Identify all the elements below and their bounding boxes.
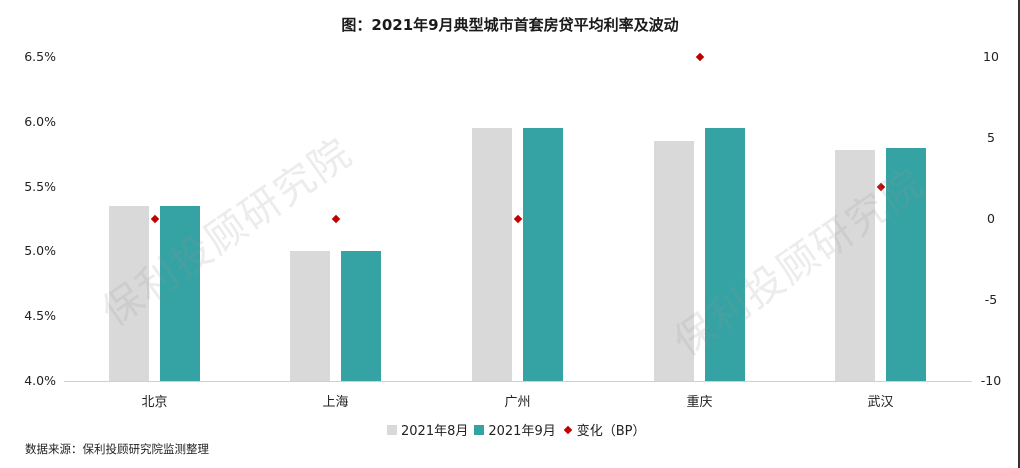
legend-item-change: 变化（BP） xyxy=(562,420,646,439)
legend-item-aug: 2021年8月 xyxy=(387,420,468,439)
y-axis-left-tick: 4.0% xyxy=(24,373,56,388)
bar-aug xyxy=(290,251,330,381)
legend: 2021年8月 2021年9月 变化（BP） xyxy=(387,420,651,439)
x-axis-category-label: 广州 xyxy=(504,395,531,410)
bar-sep xyxy=(523,128,563,381)
legend-label-change: 变化（BP） xyxy=(576,424,646,439)
y-axis-right-tick: -5 xyxy=(984,292,998,307)
change-marker-diamond xyxy=(695,52,704,62)
y-axis-left-tick: 4.5% xyxy=(24,308,56,324)
legend-label-sep: 2021年9月 xyxy=(488,424,556,439)
bar-aug xyxy=(109,206,149,381)
bar-sep xyxy=(705,128,745,381)
change-marker-diamond xyxy=(876,182,885,191)
data-source-note: 数据来源：保利投顾研究院监测整理 xyxy=(25,442,209,456)
legend-swatch-teal xyxy=(474,424,485,435)
right-border-line xyxy=(1018,0,1020,468)
change-marker-diamond xyxy=(331,214,340,224)
bar-sep xyxy=(886,147,926,381)
bar-aug xyxy=(835,150,875,381)
bar-aug xyxy=(654,141,694,381)
y-axis-right-tick: 5 xyxy=(987,130,995,145)
y-axis-right-tick: 10 xyxy=(983,49,999,64)
legend-label-aug: 2021年8月 xyxy=(401,424,469,439)
y-axis-right-tick: 0 xyxy=(987,211,995,226)
y-axis-left-tick: 5.5% xyxy=(24,178,56,194)
y-axis-right-tick: -10 xyxy=(980,373,1002,388)
legend-swatch-gray xyxy=(387,424,397,435)
x-axis-category-label: 北京 xyxy=(141,395,168,410)
y-axis-left-tick: 6.5% xyxy=(24,49,56,64)
y-axis-left-tick: 6.0% xyxy=(24,113,56,129)
y-axis-left-tick: 5.0% xyxy=(24,243,56,259)
chart-title: 图：2021年9月典型城市首套房贷平均利率及波动 xyxy=(341,16,679,34)
bar-sep xyxy=(160,206,200,381)
x-axis-category-label: 重庆 xyxy=(686,395,713,410)
bar-sep xyxy=(341,251,381,381)
x-axis-category-label: 武汉 xyxy=(867,395,894,410)
diamond-icon xyxy=(563,425,572,434)
bar-aug xyxy=(472,128,512,381)
legend-item-sep: 2021年9月 xyxy=(474,420,556,439)
change-marker-diamond xyxy=(513,214,522,224)
x-axis-category-label: 上海 xyxy=(322,395,349,410)
x-axis-line xyxy=(64,381,972,382)
change-marker-diamond xyxy=(150,214,159,224)
